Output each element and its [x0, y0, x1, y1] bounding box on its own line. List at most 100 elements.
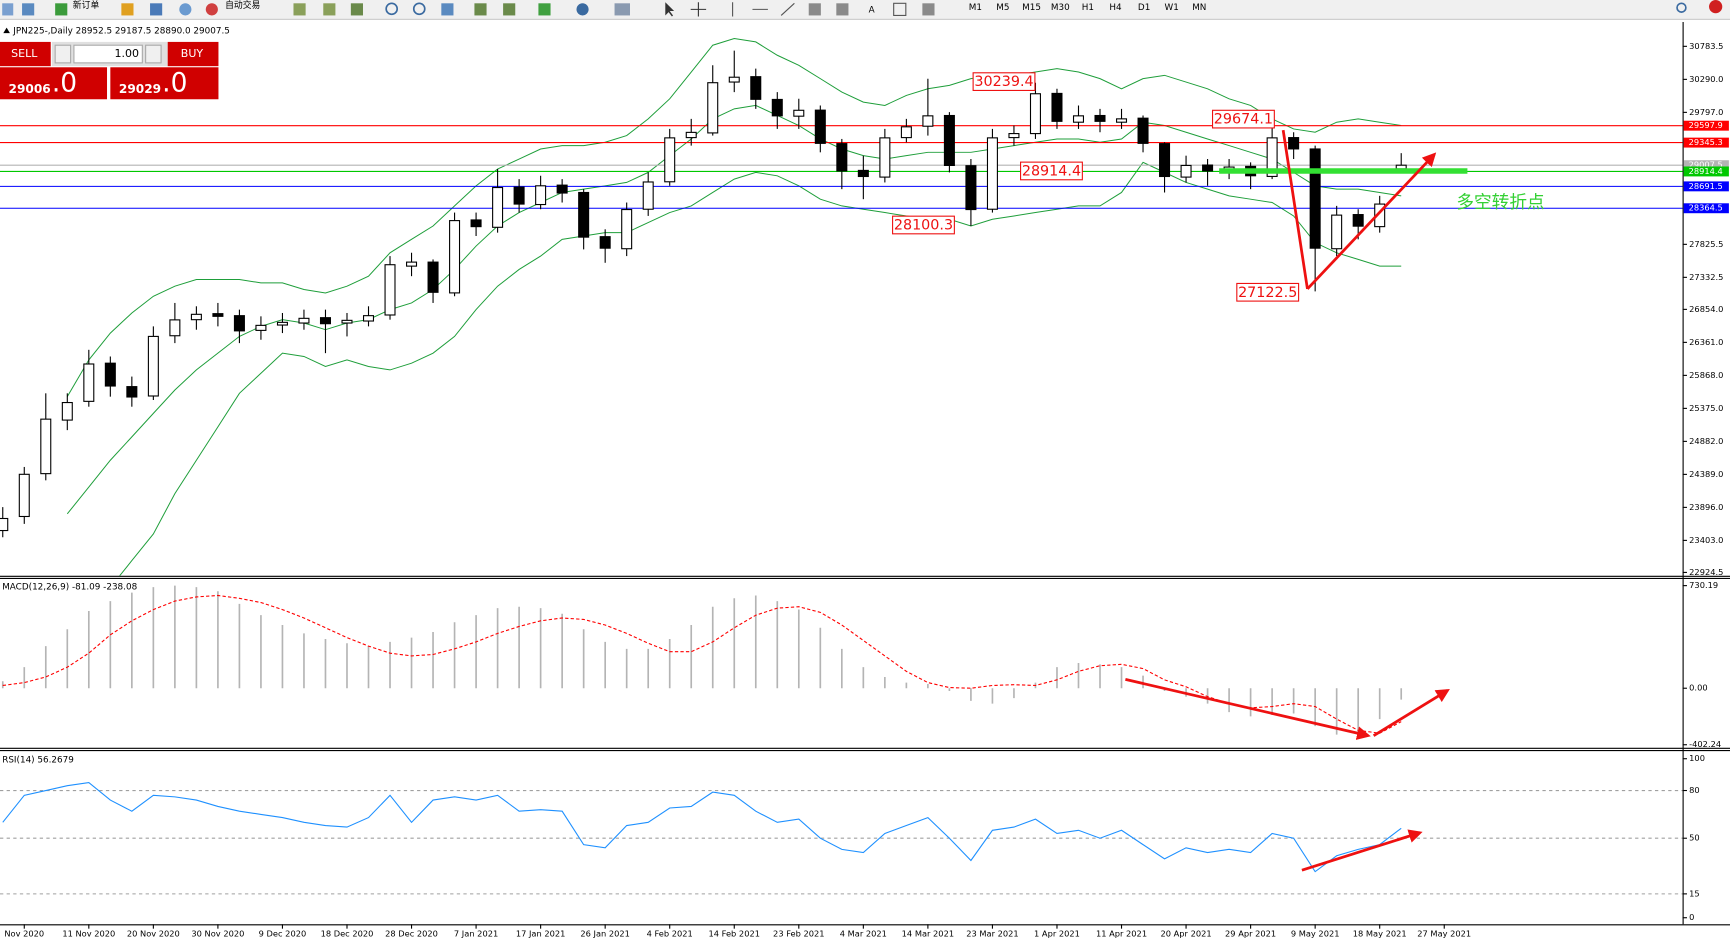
level-label-box — [1683, 120, 1729, 131]
icon[interactable] — [665, 2, 675, 17]
auto-trading-button[interactable]: 自动交易 — [225, 0, 260, 11]
price-panel: JPN225-,Daily 28952.5 29187.5 28890.0 29… — [0, 37, 1683, 576]
y-tick-label: 24389.0 — [1689, 469, 1723, 479]
timeframe-bar: M1 M5 M15 M30 H1 H4 D1 W1 MN — [969, 3, 1207, 13]
y-tick-label: 730.19 — [1689, 580, 1718, 590]
lots-down[interactable] — [54, 44, 72, 64]
y-tick-label: 27332.5 — [1689, 272, 1723, 282]
candle-body — [319, 317, 331, 325]
icon[interactable] — [1676, 2, 1687, 13]
icon[interactable] — [323, 3, 336, 16]
lots-up[interactable] — [145, 44, 162, 64]
icon[interactable] — [179, 3, 192, 16]
x-tick-label: 18 Dec 2020 — [321, 929, 374, 939]
icon[interactable] — [893, 2, 907, 16]
icon[interactable] — [538, 3, 551, 16]
icon[interactable] — [732, 2, 795, 17]
notification-icon[interactable] — [1709, 0, 1723, 14]
bid-box[interactable] — [0, 67, 108, 100]
ask-box[interactable] — [110, 67, 219, 100]
candle-body — [255, 324, 267, 331]
x-tick-label: 23 Feb 2021 — [773, 929, 824, 939]
level-label: 28364.5 — [1689, 203, 1723, 213]
timeframe-button[interactable]: H1 — [1082, 3, 1094, 13]
arrow — [1281, 129, 1309, 290]
lots-input[interactable] — [73, 44, 143, 64]
bid-fraction: .0 — [52, 67, 77, 98]
icon[interactable] — [385, 2, 399, 16]
new-order-button[interactable]: 新订单 — [73, 0, 100, 11]
y-tick-label: 24882.0 — [1689, 436, 1723, 446]
icon[interactable] — [441, 3, 454, 16]
candle-body — [1094, 114, 1106, 122]
candle-body — [449, 220, 461, 294]
timeframe-button[interactable]: D1 — [1138, 3, 1150, 13]
y-tick-label: 26854.0 — [1689, 304, 1723, 314]
level-label: 28691.5 — [1689, 181, 1723, 191]
icon[interactable] — [205, 3, 218, 16]
timeframe-button[interactable]: H4 — [1109, 3, 1122, 13]
icon[interactable] — [474, 3, 487, 16]
icon[interactable]: A — [869, 5, 875, 15]
candle-body — [40, 418, 52, 475]
x-tick-label: 1 Apr 2021 — [1034, 929, 1080, 939]
icon[interactable] — [614, 3, 630, 16]
candle-body — [513, 186, 525, 205]
ask-price: 29029 — [119, 82, 161, 96]
arrow — [1301, 829, 1423, 872]
candle-body — [707, 82, 719, 134]
y-tick-label: 0.00 — [1689, 683, 1707, 693]
icon[interactable] — [55, 3, 68, 16]
y-tick-label: 25868.0 — [1689, 370, 1723, 380]
timeframe-button[interactable]: M30 — [1051, 3, 1070, 13]
candle-body — [1008, 133, 1020, 139]
icon[interactable] — [350, 3, 363, 16]
icon[interactable] — [121, 3, 134, 16]
buy-label[interactable]: BUY — [181, 47, 204, 60]
timeframe-button[interactable]: W1 — [1165, 3, 1179, 13]
annotation-box — [1236, 282, 1300, 302]
x-tick-label: 11 Apr 2021 — [1096, 929, 1147, 939]
icon[interactable] — [922, 3, 935, 16]
candle-body — [599, 236, 611, 249]
candle-body — [427, 261, 439, 293]
icon[interactable] — [836, 3, 849, 16]
candle-body — [18, 473, 30, 518]
sell-label[interactable]: SELL — [11, 47, 38, 60]
x-tick-label: 23 Mar 2021 — [966, 929, 1018, 939]
candle-body — [276, 321, 288, 326]
timeframe-button[interactable]: M5 — [996, 3, 1009, 13]
x-tick-label: 14 Feb 2021 — [709, 929, 760, 939]
candle-body — [169, 319, 181, 337]
icon[interactable] — [150, 3, 163, 16]
icon[interactable] — [412, 2, 426, 16]
icon[interactable] — [22, 3, 35, 16]
x-tick-label: 14 Mar 2021 — [902, 929, 954, 939]
y-tick-label: 80 — [1689, 785, 1700, 795]
y-tick-label: 25375.0 — [1689, 403, 1723, 413]
x-tick-label: Nov 2020 — [4, 929, 44, 939]
icon[interactable] — [2, 3, 14, 16]
lots-value[interactable]: 1.00 — [114, 47, 139, 60]
y-tick-label: -402.24 — [1689, 739, 1721, 749]
candle-body — [212, 313, 224, 317]
panel-title: MACD(12,26,9) -81.09 -238.08 — [2, 582, 137, 592]
sell-button[interactable] — [0, 41, 51, 67]
bid-price: 29006 — [9, 82, 51, 96]
candle-body — [298, 317, 310, 324]
timeframe-button[interactable]: M15 — [1022, 3, 1041, 13]
icon[interactable] — [576, 3, 589, 16]
icon[interactable] — [503, 3, 516, 16]
icon[interactable] — [808, 3, 821, 16]
icon[interactable] — [293, 3, 306, 16]
icon[interactable] — [690, 2, 707, 17]
ask-fraction: .0 — [162, 67, 187, 98]
timeframe-button[interactable]: MN — [1192, 3, 1206, 13]
timeframe-button[interactable]: M1 — [969, 3, 982, 13]
rsi-panel: RSI(14) 56.2679 — [0, 755, 1683, 895]
buy-button[interactable] — [167, 41, 219, 67]
panel-frames — [0, 22, 1730, 926]
candle-body — [1266, 137, 1278, 177]
